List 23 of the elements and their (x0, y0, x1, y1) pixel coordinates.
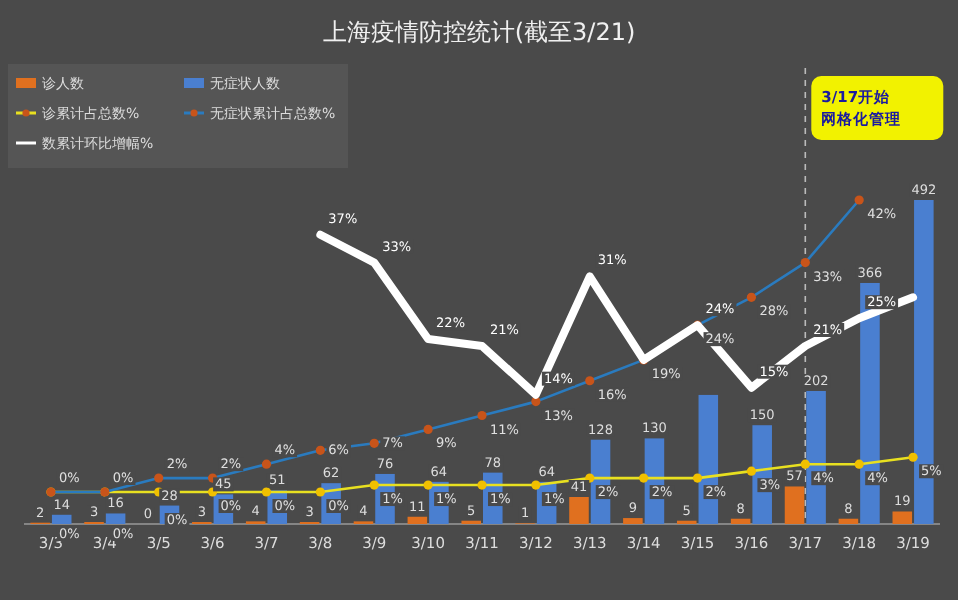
point (800, 459, 810, 469)
point (369, 480, 379, 490)
point (746, 466, 757, 476)
point (908, 452, 918, 462)
point (854, 459, 864, 469)
point (639, 473, 649, 483)
bar (784, 486, 805, 524)
bar (730, 518, 751, 524)
bar (838, 518, 859, 524)
point (585, 473, 595, 483)
point (477, 480, 487, 490)
bar (623, 518, 643, 524)
bar (569, 497, 589, 524)
point (315, 487, 325, 497)
bar (407, 516, 428, 524)
chart-title: 上海疫情防控统计(截至3/21) (322, 18, 636, 46)
point (261, 487, 272, 497)
point (531, 480, 541, 490)
bar (892, 511, 913, 524)
bar (105, 513, 126, 524)
bar (51, 514, 72, 524)
point (692, 473, 703, 483)
point (423, 480, 433, 490)
